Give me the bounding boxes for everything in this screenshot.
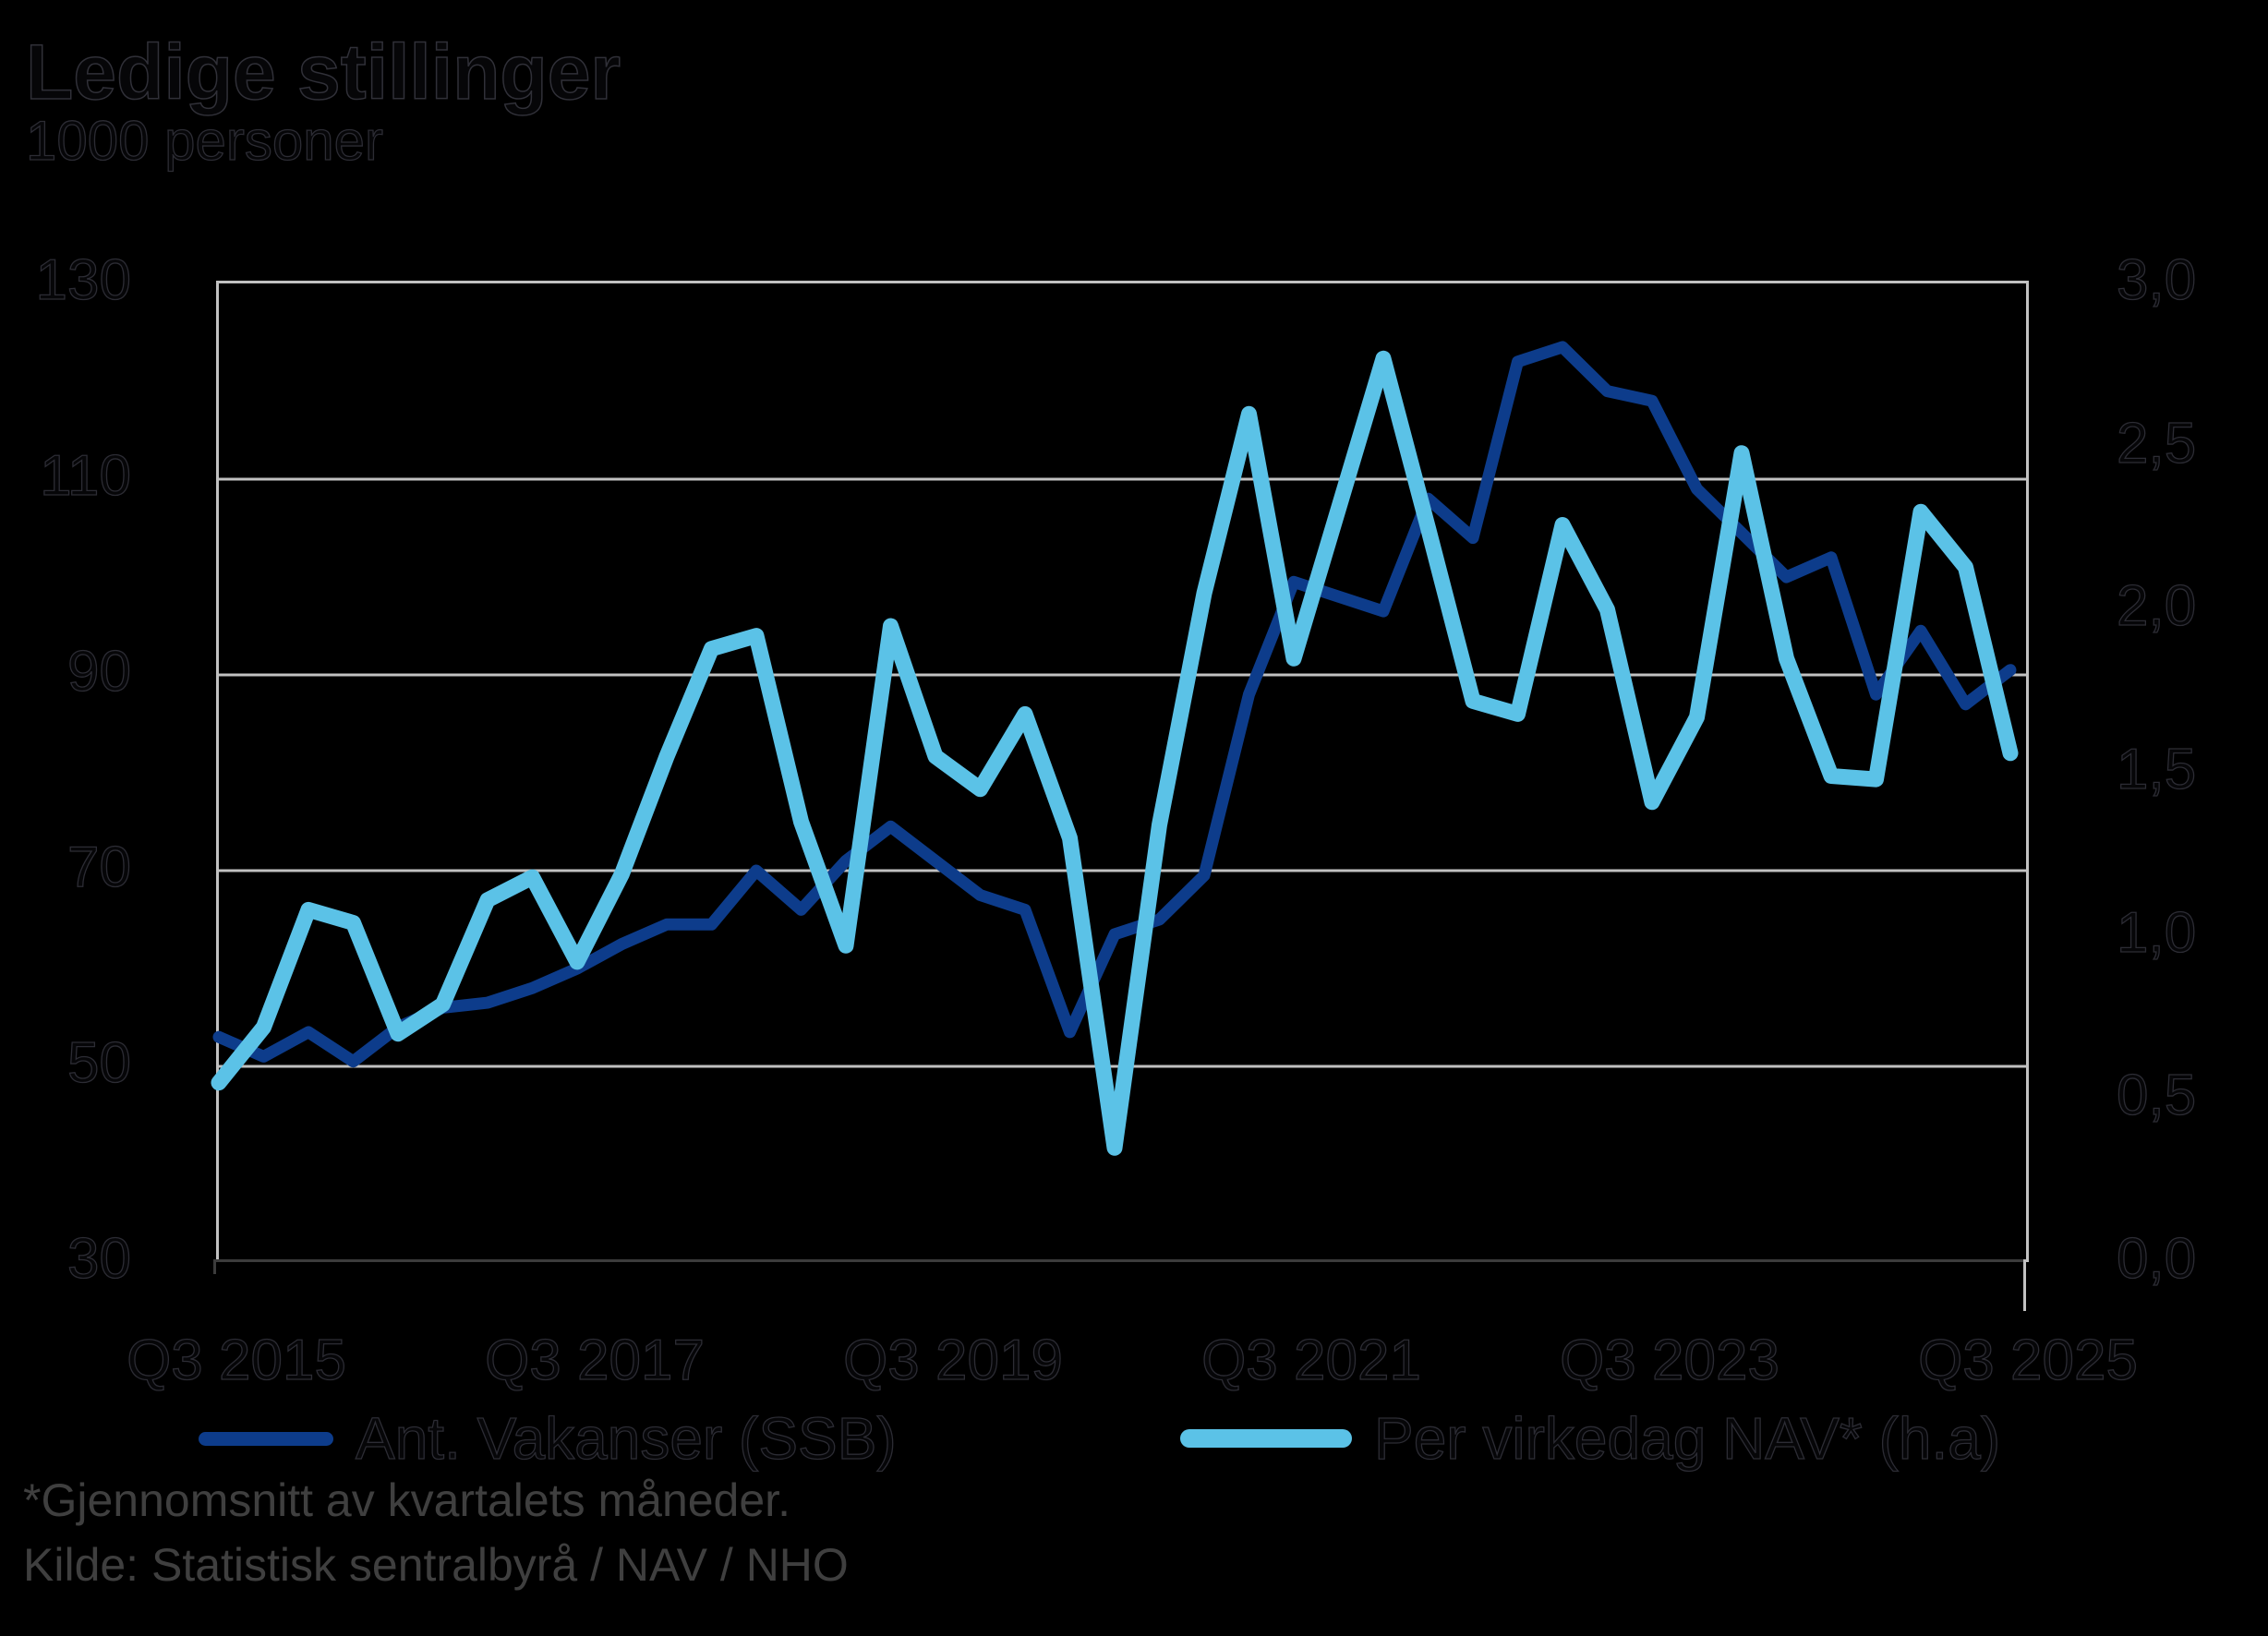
x-axis-tick-label: Q3 2017 [484, 1328, 705, 1392]
legend-swatch-ssb [199, 1431, 333, 1446]
right-axis-tick-label: 0,5 [2116, 1064, 2197, 1128]
right-axis-tick-label: 2,5 [2116, 411, 2197, 475]
series-line-ssb [212, 341, 2017, 1068]
left-axis-tick-label: 30 [66, 1226, 131, 1291]
left-axis-tick-label: 70 [66, 835, 131, 899]
right-axis-tick-label: 2,0 [2116, 574, 2197, 639]
left-axis-tick-label: 90 [66, 639, 131, 704]
chart-legend: Ant. Vakanser (SSB) Per virkedag NAV* (h… [0, 1401, 2268, 1475]
x-axis-tick-label: Q3 2019 [842, 1328, 1063, 1392]
right-axis-tick-label: 3,0 [2116, 247, 2197, 312]
left-axis-tick-label: 110 [40, 443, 132, 508]
y-axis-tick [213, 1259, 216, 1274]
right-axis-tick-label: 0,0 [2116, 1226, 2197, 1291]
chart-plot-area [211, 281, 2029, 1262]
axis-unit-label: 1000 personer [25, 109, 383, 172]
footnote-average-note: *Gjennomsnitt av kvartalets måneder. [23, 1474, 790, 1526]
right-axis-tick-label: 1,5 [2116, 737, 2197, 801]
x-axis-tick-label: Q3 2021 [1200, 1328, 1421, 1392]
footnote-source: Kilde: Statistisk sentralbyrå / NAV / NH… [23, 1539, 849, 1591]
legend-swatch-nav [1180, 1429, 1352, 1448]
page-title: Ledige stillinger [25, 28, 621, 116]
legend-label-nav: Per virkedag NAV* (h.a) [1373, 1404, 2001, 1472]
left-axis-tick-label: 130 [35, 247, 132, 312]
left-axis-tick-label: 50 [66, 1030, 131, 1095]
chart-plot-svg [211, 341, 2026, 1156]
x-axis-tick-label: Q3 2023 [1559, 1328, 1779, 1392]
legend-item-ssb: Ant. Vakanser (SSB) [199, 1401, 897, 1475]
legend-label-ssb: Ant. Vakanser (SSB) [355, 1404, 897, 1472]
x-axis-line [216, 1259, 2026, 1262]
right-axis-tick-label: 1,0 [2116, 900, 2197, 965]
x-axis-tick-label: Q3 2025 [1917, 1328, 2138, 1392]
legend-item-nav: Per virkedag NAV* (h.a) [1180, 1401, 2001, 1475]
series-line-nav [211, 350, 2019, 1156]
right-axis-tick [2023, 1259, 2026, 1311]
x-axis-tick-label: Q3 2015 [126, 1328, 346, 1392]
